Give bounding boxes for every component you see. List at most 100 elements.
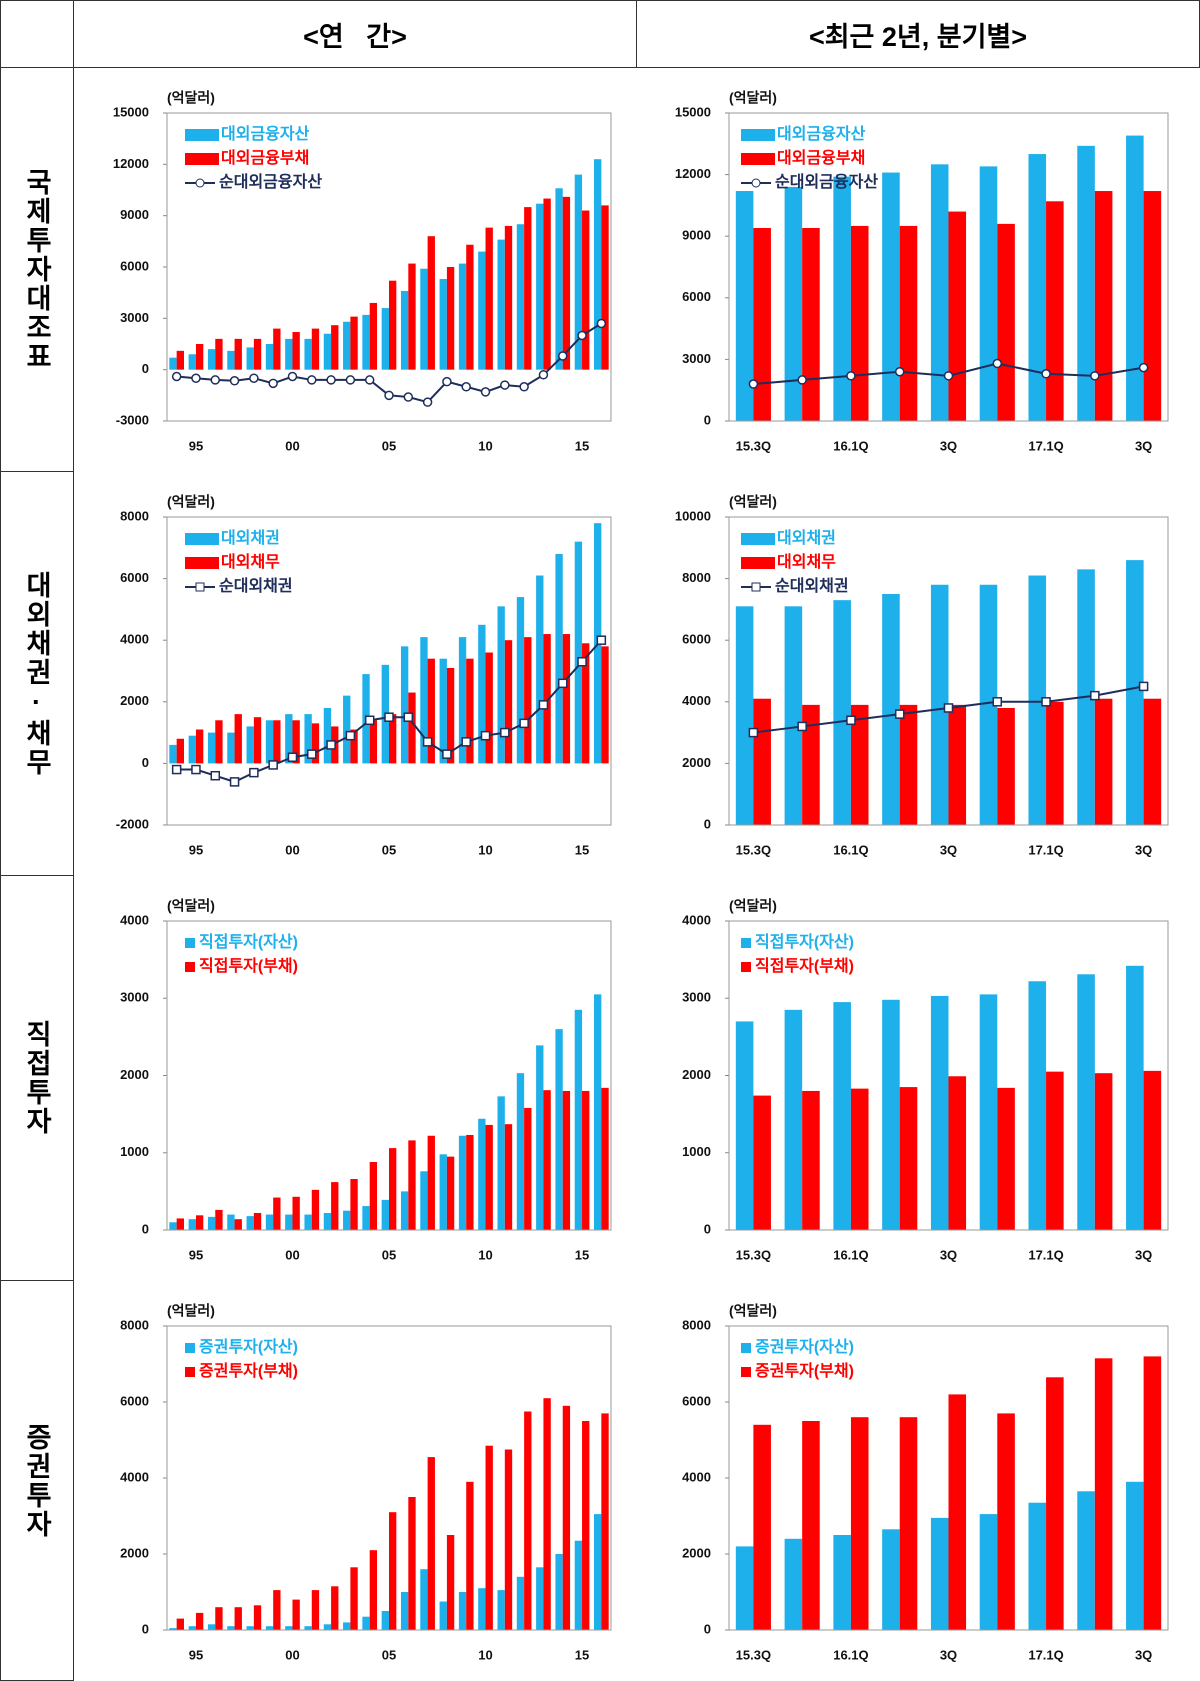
bar: [1094, 698, 1113, 825]
bar: [735, 1021, 754, 1230]
bar: [601, 205, 609, 370]
bar: [369, 302, 378, 370]
y-axis-unit: (억달러): [729, 898, 777, 914]
line-marker: [1090, 690, 1100, 701]
bar: [331, 1586, 339, 1630]
bar: [833, 176, 851, 421]
x-tick-label: 3Q: [940, 1247, 957, 1262]
legend-label: 순대외금융자산: [775, 173, 878, 191]
chart: (억달러) 0 2000 4000 6000 8000 95 00 05 10 15 증권투자(자산)…: [120, 1303, 612, 1662]
y-axis-unit: (억달러): [729, 90, 777, 106]
x-tick-label: 16.1Q: [833, 438, 868, 453]
chart: (억달러) 0 3000 6000 9000 12000 15000 15.3Q 16.1Q 3Q…: [675, 90, 1169, 453]
line-marker: [461, 382, 471, 392]
x-tick-label: 3Q: [940, 438, 957, 453]
bar: [400, 1191, 409, 1230]
bar: [215, 1607, 223, 1630]
bar: [381, 1611, 389, 1630]
line-marker: [422, 737, 433, 747]
y-axis-unit: (억달러): [167, 898, 215, 914]
bar: [516, 597, 525, 764]
bar: [882, 1529, 900, 1630]
bar: [1094, 1358, 1113, 1630]
bar: [979, 166, 998, 421]
legend-swatch: [741, 938, 751, 948]
bar: [882, 999, 900, 1230]
line-marker: [748, 379, 759, 389]
bar: [253, 338, 262, 370]
y-tick-label: 0: [142, 1621, 149, 1636]
bar: [1028, 575, 1047, 825]
bar: [555, 188, 563, 370]
row-label-cell: 직접투자: [0, 875, 74, 1281]
bar: [562, 1090, 571, 1230]
legend-label: 증권투자(부채): [199, 1361, 298, 1380]
y-tick-label: 6000: [682, 1393, 711, 1408]
bar: [246, 1216, 254, 1230]
x-tick-label: 15.3Q: [736, 438, 771, 453]
bar: [188, 1219, 196, 1230]
line-marker: [442, 749, 452, 759]
line-marker: [577, 657, 587, 667]
corner-cell: [0, 0, 74, 68]
chart: (억달러) -3000 0 3000 6000 9000 12000 15000 95 00 05 1…: [113, 90, 612, 453]
bar: [850, 1417, 869, 1630]
line-marker: [461, 737, 471, 747]
y-tick-label: 8000: [682, 1317, 711, 1332]
bar: [350, 729, 358, 764]
bar: [601, 1087, 609, 1230]
y-tick-label: 12000: [675, 166, 711, 181]
chart: (억달러) 0 1000 2000 3000 4000 15.3Q 16.1Q 3Q 17.1Q 3…: [682, 898, 1169, 1262]
line-marker: [557, 678, 568, 689]
bar: [601, 1413, 609, 1630]
bar: [400, 290, 409, 370]
legend-label: 대외금융자산: [777, 125, 866, 143]
bar: [188, 735, 196, 764]
line-marker: [943, 371, 954, 381]
bar: [285, 1626, 293, 1630]
x-tick-label: 15: [575, 1647, 589, 1662]
bar: [574, 541, 583, 764]
bar: [343, 1210, 351, 1230]
line-marker: [1090, 371, 1100, 381]
bar: [227, 732, 235, 764]
plot-frame: [728, 1325, 1169, 1631]
bar: [227, 1626, 235, 1630]
bar: [1028, 981, 1047, 1230]
bar: [331, 1182, 339, 1230]
bar: [735, 191, 754, 421]
line-marker: [345, 375, 356, 385]
bar: [582, 210, 590, 370]
y-tick-label: 4000: [120, 632, 149, 647]
bar: [227, 1214, 235, 1230]
bar: [784, 186, 803, 421]
chart: (억달러) 0 2000 4000 6000 8000 10000 15.3Q 16.1Q 3Q 1…: [675, 494, 1169, 857]
bar: [207, 732, 216, 764]
line-marker: [268, 760, 278, 770]
bar: [899, 225, 918, 421]
bar: [784, 606, 803, 825]
bar: [265, 344, 274, 370]
line-marker: [191, 764, 201, 775]
bar: [504, 1124, 513, 1230]
bar: [784, 1538, 803, 1630]
bar: [735, 606, 754, 825]
line-marker: [538, 370, 549, 380]
bar: [292, 720, 300, 764]
bar: [253, 1213, 262, 1230]
line-marker: [894, 709, 905, 719]
line-marker: [249, 767, 259, 778]
line-marker: [403, 712, 414, 722]
x-tick-label: 10: [478, 438, 492, 453]
bar: [369, 1162, 378, 1230]
bar: [850, 704, 869, 825]
x-tick-label: 3Q: [940, 1647, 957, 1662]
bar: [524, 637, 532, 764]
bar: [176, 350, 184, 370]
bar: [304, 1626, 312, 1630]
bar: [478, 251, 486, 370]
bar: [562, 634, 571, 764]
bar: [497, 239, 505, 370]
bar: [1126, 1481, 1144, 1630]
